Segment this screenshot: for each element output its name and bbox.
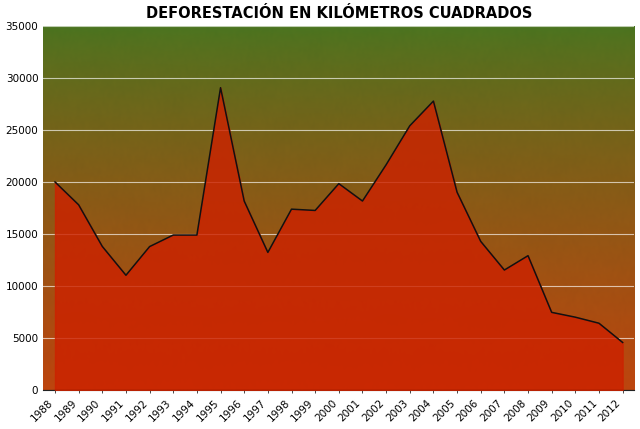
Title: DEFORESTACIÓN EN KILÓMETROS CUADRADOS: DEFORESTACIÓN EN KILÓMETROS CUADRADOS <box>146 6 532 21</box>
